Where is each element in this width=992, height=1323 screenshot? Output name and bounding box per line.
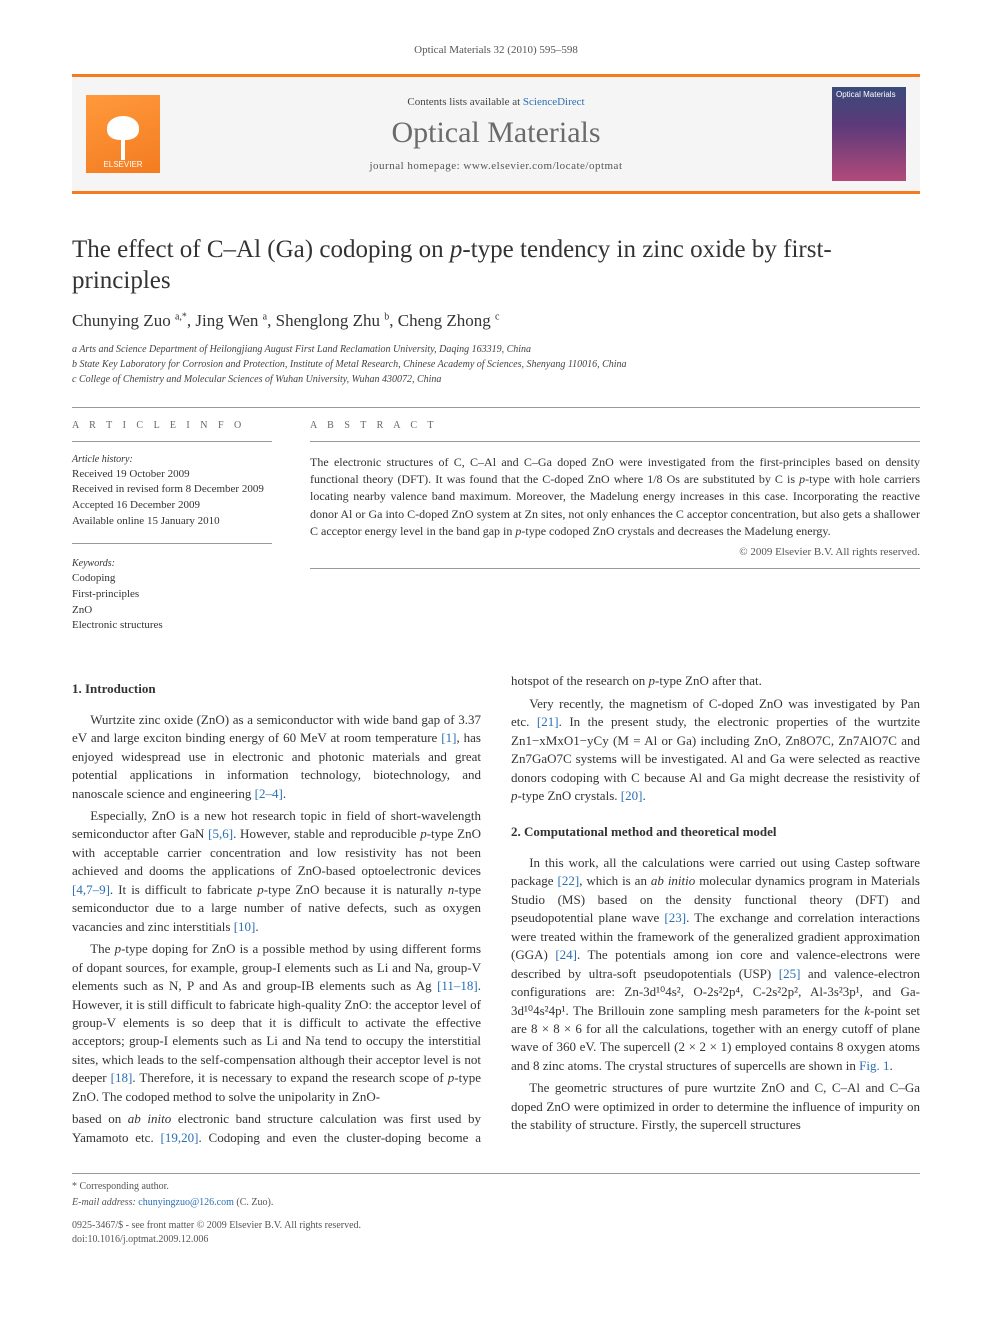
authors: Chunying Zuo a,*, Jing Wen a, Shenglong …	[72, 311, 920, 331]
issn-line: 0925-3467/$ - see front matter © 2009 El…	[72, 1219, 920, 1233]
affiliation: a Arts and Science Department of Heilong…	[72, 343, 920, 357]
divider	[72, 407, 920, 408]
section-heading: 1. Introduction	[72, 680, 481, 698]
journal-header: Optical Materials 32 (2010) 595–598	[72, 44, 920, 56]
doi-line: doi:10.1016/j.optmat.2009.12.006	[72, 1233, 920, 1247]
body-columns: 1. Introduction Wurtzite zinc oxide (ZnO…	[72, 672, 920, 1147]
journal-cover-thumb: Optical Materials	[832, 87, 906, 181]
article-info: A R T I C L E I N F O Article history: R…	[72, 420, 272, 635]
article-info-heading: A R T I C L E I N F O	[72, 420, 272, 431]
contents-prefix: Contents lists available at	[407, 96, 522, 108]
banner-center: Contents lists available at ScienceDirec…	[170, 96, 822, 172]
history-line: Available online 15 January 2010	[72, 514, 272, 529]
page-footer: * Corresponding author. E-mail address: …	[72, 1173, 920, 1246]
thumb-title: Optical Materials	[836, 91, 902, 100]
sciencedirect-link[interactable]: ScienceDirect	[523, 96, 585, 108]
email-line: E-mail address: chunyingzuo@126.com (C. …	[72, 1196, 920, 1210]
history-lines: Received 19 October 2009 Received in rev…	[72, 467, 272, 529]
journal-banner: ELSEVIER Contents lists available at Sci…	[72, 74, 920, 194]
para: Wurtzite zinc oxide (ZnO) as a semicondu…	[72, 711, 481, 803]
affiliation: b State Key Laboratory for Corrosion and…	[72, 358, 920, 372]
homepage-prefix: journal homepage:	[370, 160, 464, 172]
divider	[72, 441, 272, 442]
keyword: ZnO	[72, 603, 272, 618]
keyword: First-principles	[72, 587, 272, 602]
abstract-heading: A B S T R A C T	[310, 420, 920, 431]
abstract-copyright: © 2009 Elsevier B.V. All rights reserved…	[310, 546, 920, 558]
info-abstract-row: A R T I C L E I N F O Article history: R…	[72, 420, 920, 635]
email-label: E-mail address:	[72, 1197, 138, 1208]
journal-name: Optical Materials	[170, 116, 822, 150]
para: The p-type doping for ZnO is a possible …	[72, 940, 481, 1106]
keyword: Electronic structures	[72, 618, 272, 633]
affiliations: a Arts and Science Department of Heilong…	[72, 343, 920, 387]
keyword: Codoping	[72, 571, 272, 586]
abstract-text: The electronic structures of C, C–Al and…	[310, 454, 920, 541]
history-line: Received in revised form 8 December 2009	[72, 482, 272, 497]
keywords: Codoping First-principles ZnO Electronic…	[72, 571, 272, 633]
affiliation: c College of Chemistry and Molecular Sci…	[72, 373, 920, 387]
elsevier-logo: ELSEVIER	[86, 95, 160, 173]
abstract: A B S T R A C T The electronic structure…	[310, 420, 920, 635]
para: Especially, ZnO is a new hot research to…	[72, 807, 481, 936]
para: Very recently, the magnetism of C-doped …	[511, 695, 920, 806]
email-name: (C. Zuo).	[234, 1197, 273, 1208]
corresponding-label: * Corresponding author.	[72, 1180, 920, 1194]
para: The geometric structures of pure wurtzit…	[511, 1079, 920, 1134]
divider	[72, 543, 272, 544]
section-heading: 2. Computational method and theoretical …	[511, 823, 920, 841]
history-line: Accepted 16 December 2009	[72, 498, 272, 513]
para: In this work, all the calculations were …	[511, 854, 920, 1075]
history-label: Article history:	[72, 454, 272, 465]
homepage-line: journal homepage: www.elsevier.com/locat…	[170, 160, 822, 172]
tree-icon	[103, 114, 143, 160]
keywords-label: Keywords:	[72, 558, 272, 569]
article-title: The effect of C–Al (Ga) codoping on p-ty…	[72, 234, 920, 297]
divider	[310, 441, 920, 442]
corresponding-email-link[interactable]: chunyingzuo@126.com	[138, 1197, 234, 1208]
divider	[310, 568, 920, 569]
history-line: Received 19 October 2009	[72, 467, 272, 482]
homepage-url: www.elsevier.com/locate/optmat	[463, 160, 622, 172]
publisher-name: ELSEVIER	[103, 160, 142, 169]
contents-line: Contents lists available at ScienceDirec…	[170, 96, 822, 108]
